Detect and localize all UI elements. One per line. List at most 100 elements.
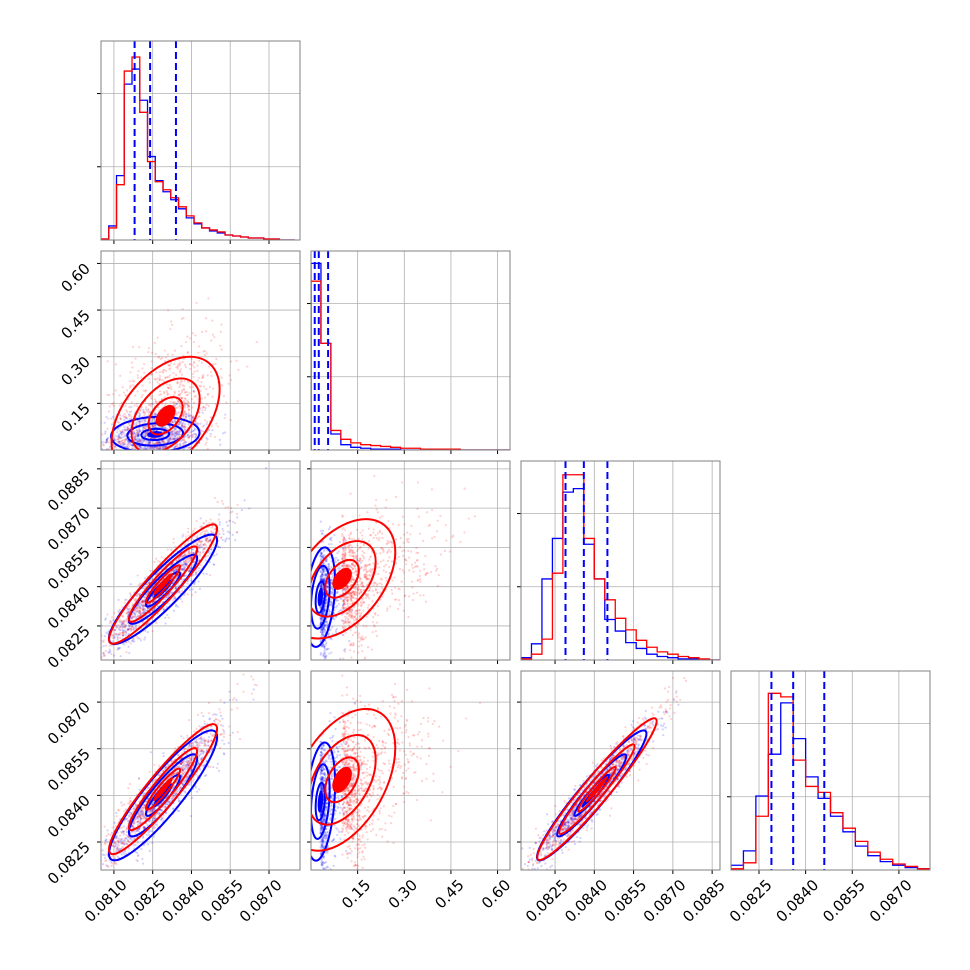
sample-point bbox=[342, 620, 345, 623]
density-core bbox=[155, 404, 176, 427]
sample-point bbox=[209, 540, 212, 543]
sample-point bbox=[139, 606, 142, 609]
sample-point bbox=[143, 427, 146, 430]
sample-point bbox=[193, 428, 196, 431]
sample-point bbox=[364, 656, 367, 659]
sample-point bbox=[120, 433, 123, 437]
sample-point bbox=[140, 438, 143, 441]
sample-point bbox=[197, 345, 201, 348]
sample-point bbox=[141, 438, 144, 441]
sample-point bbox=[172, 569, 175, 572]
sample-point bbox=[358, 592, 361, 595]
sample-point bbox=[152, 417, 156, 420]
sample-point bbox=[185, 412, 188, 415]
sample-point bbox=[175, 567, 178, 571]
sample-point bbox=[174, 587, 177, 590]
sample-point bbox=[391, 542, 394, 545]
sample-point bbox=[213, 496, 216, 500]
sample-point bbox=[208, 521, 211, 524]
sample-point bbox=[126, 417, 129, 420]
sample-point bbox=[158, 441, 161, 445]
sample-point bbox=[212, 363, 215, 366]
sample-point bbox=[181, 554, 184, 557]
sample-point bbox=[195, 543, 199, 547]
sample-point bbox=[134, 613, 137, 616]
sample-point bbox=[188, 551, 191, 554]
sample-point bbox=[124, 624, 128, 627]
sample-point bbox=[187, 550, 191, 553]
sample-point bbox=[179, 392, 182, 395]
sample-point bbox=[123, 416, 126, 419]
sample-point bbox=[135, 429, 138, 432]
sample-point bbox=[119, 626, 122, 629]
sample-point bbox=[158, 441, 162, 444]
sample-point bbox=[192, 361, 195, 365]
sample-point bbox=[186, 390, 189, 394]
sample-point bbox=[202, 376, 205, 379]
sample-point bbox=[118, 628, 121, 632]
sample-point bbox=[148, 580, 151, 583]
sample-point bbox=[205, 403, 208, 406]
sample-point bbox=[335, 606, 338, 609]
sample-point bbox=[163, 368, 166, 371]
sample-point bbox=[171, 430, 174, 433]
sample-point bbox=[163, 396, 166, 399]
sample-point bbox=[191, 417, 194, 420]
sample-point bbox=[129, 627, 132, 630]
sample-point bbox=[139, 605, 142, 608]
sample-point bbox=[321, 635, 324, 638]
sample-point bbox=[110, 423, 113, 426]
sample-point bbox=[320, 552, 323, 555]
sample-point bbox=[323, 574, 326, 577]
sample-point bbox=[322, 571, 325, 574]
sample-point bbox=[169, 328, 172, 331]
sample-point bbox=[321, 630, 324, 633]
sample-point bbox=[209, 538, 212, 541]
sample-point bbox=[349, 594, 352, 597]
sample-point bbox=[352, 555, 356, 558]
sample-point bbox=[320, 569, 323, 572]
sample-point bbox=[178, 369, 181, 373]
sample-point bbox=[183, 574, 186, 577]
sample-point bbox=[170, 323, 174, 326]
sample-point bbox=[320, 555, 324, 558]
sample-point bbox=[199, 407, 202, 410]
sample-point bbox=[166, 386, 169, 389]
sample-point bbox=[158, 377, 161, 380]
sample-point bbox=[172, 421, 175, 424]
sample-point bbox=[140, 396, 143, 399]
sample-point bbox=[122, 443, 125, 446]
sample-point bbox=[352, 554, 355, 557]
sample-point bbox=[127, 607, 130, 611]
sample-point bbox=[189, 566, 192, 570]
sample-point bbox=[171, 599, 174, 602]
sample-point bbox=[117, 436, 120, 439]
sample-point bbox=[113, 628, 117, 632]
sample-point bbox=[171, 562, 174, 565]
sample-point bbox=[127, 628, 130, 631]
sample-point bbox=[142, 389, 145, 392]
sample-point bbox=[122, 626, 125, 629]
sample-point bbox=[210, 526, 213, 529]
sample-point bbox=[141, 599, 144, 603]
sample-point bbox=[117, 442, 120, 445]
sample-point bbox=[132, 384, 135, 387]
sample-point bbox=[113, 635, 116, 638]
sample-point bbox=[183, 439, 186, 442]
sample-point bbox=[138, 610, 142, 613]
sample-point bbox=[195, 571, 198, 574]
sample-point bbox=[104, 432, 107, 435]
sample-point bbox=[350, 614, 353, 617]
sample-point bbox=[417, 551, 420, 554]
sample-point bbox=[170, 433, 173, 436]
sample-point bbox=[126, 628, 129, 631]
sample-point bbox=[189, 367, 192, 371]
sample-point bbox=[361, 668, 363, 670]
sample-point bbox=[141, 393, 144, 397]
sample-point bbox=[191, 372, 194, 376]
sample-point bbox=[118, 437, 121, 440]
sample-point bbox=[189, 434, 192, 437]
sample-point bbox=[126, 445, 129, 448]
sample-point bbox=[119, 625, 123, 628]
sample-point bbox=[128, 610, 131, 613]
